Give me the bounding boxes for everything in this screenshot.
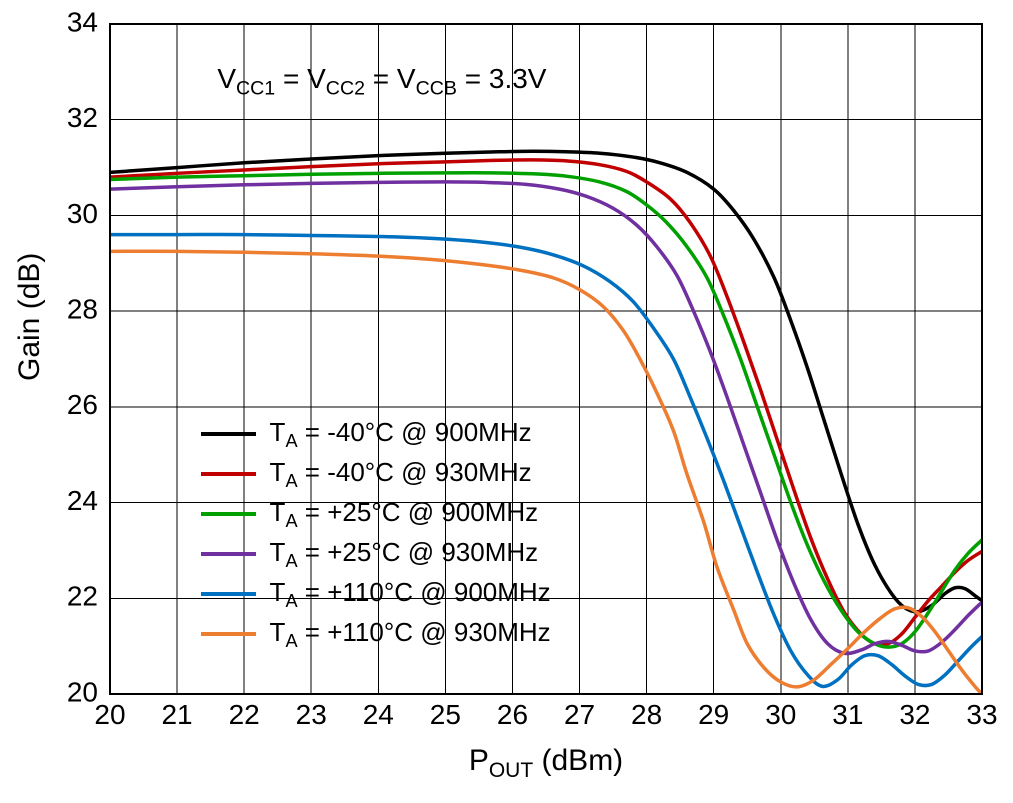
x-tick-label: 28: [631, 699, 662, 730]
legend-label: TA = +110°C @ 900MHz: [270, 577, 551, 612]
x-tick-label: 32: [899, 699, 930, 730]
y-tick-label: 34: [67, 6, 98, 37]
x-tick-label: 26: [497, 699, 528, 730]
x-tick-label: 24: [363, 699, 394, 730]
y-tick-label: 20: [67, 676, 98, 707]
x-tick-label: 29: [698, 699, 729, 730]
plot-area: 20 21 22 23 24 25 26 27 28 29 30 31 32 33 20 22 24 26 28 30…: [0, 0, 1013, 803]
x-tick-label: 27: [564, 699, 595, 730]
x-tick-label: 21: [161, 699, 192, 730]
legend-label: TA = +25°C @ 930MHz: [270, 537, 539, 572]
gain-vs-pout-chart: 20 21 22 23 24 25 26 27 28 29 30 31 32 33 20 22 24 26 28 30…: [0, 0, 1013, 803]
x-tick-label: 22: [229, 699, 260, 730]
legend-label: TA = +25°C @ 900MHz: [270, 497, 539, 532]
x-axis-title: POUT (dBm): [110, 744, 982, 783]
legend-swatch: [201, 432, 256, 436]
legend-swatch: [201, 592, 256, 596]
legend-item-p110_900: TA = +110°C @ 900MHz: [201, 574, 551, 614]
x-tick-label: 20: [94, 699, 125, 730]
legend-label: TA = -40°C @ 900MHz: [270, 417, 532, 452]
y-tick-label: 22: [67, 581, 98, 612]
legend-item-p110_930: TA = +110°C @ 930MHz: [201, 614, 551, 654]
legend-label: TA = +110°C @ 930MHz: [270, 617, 551, 652]
legend-label: TA = -40°C @ 930MHz: [270, 457, 532, 492]
legend-swatch: [201, 512, 256, 516]
legend: TA = -40°C @ 900MHz TA = -40°C @ 930MHz TA…: [201, 414, 551, 654]
x-tick-label: 25: [430, 699, 461, 730]
y-tick-label: 28: [67, 294, 98, 325]
y-tick-label: 30: [67, 198, 98, 229]
y-tick-label: 32: [67, 102, 98, 133]
x-tick-label: 31: [832, 699, 863, 730]
x-tick-label: 30: [765, 699, 796, 730]
condition-text: VCC1 = VCC2 = VCCB = 3.3V: [217, 63, 546, 101]
legend-item-m40_900: TA = -40°C @ 900MHz: [201, 414, 551, 454]
y-tick-label: 26: [67, 389, 98, 420]
legend-swatch: [201, 632, 256, 636]
y-axis-title: Gain (dB): [13, 341, 47, 381]
legend-item-p25_930: TA = +25°C @ 930MHz: [201, 534, 551, 574]
y-tick-label: 24: [67, 485, 98, 516]
x-tick-label: 23: [296, 699, 327, 730]
legend-item-p25_900: TA = +25°C @ 900MHz: [201, 494, 551, 534]
legend-item-m40_930: TA = -40°C @ 930MHz: [201, 454, 551, 494]
legend-swatch: [201, 552, 256, 556]
legend-swatch: [201, 472, 256, 476]
x-tick-label: 33: [966, 699, 997, 730]
